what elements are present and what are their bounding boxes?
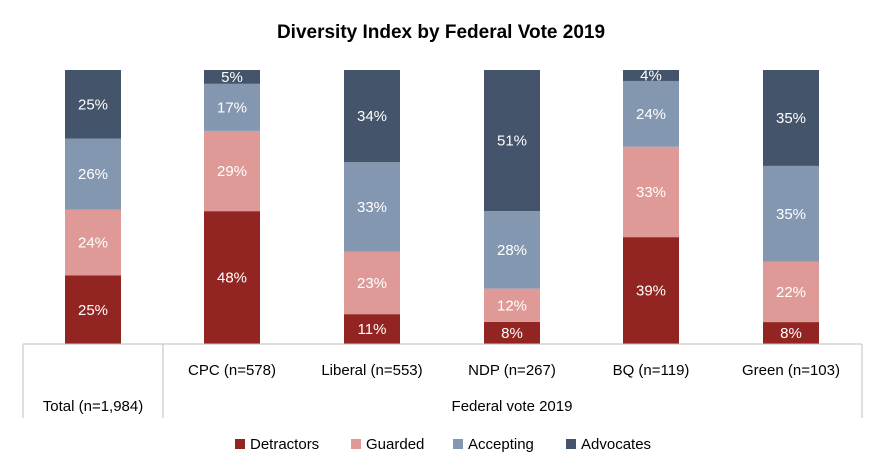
bar-advocates-0 xyxy=(65,70,121,139)
bar-guarded-2 xyxy=(344,251,400,315)
legend-swatch-guarded xyxy=(351,439,361,449)
bar-advocates-1 xyxy=(204,70,260,84)
legend-label-accepting: Accepting xyxy=(468,436,534,453)
legend-label-advocates: Advocates xyxy=(581,436,651,453)
category-label-1: CPC (n=578) xyxy=(188,362,276,379)
bar-detractors-2 xyxy=(344,314,400,344)
category-label-2: Liberal (n=553) xyxy=(321,362,422,379)
data-label-guarded-3: 12% xyxy=(497,297,527,314)
bar-detractors-0 xyxy=(65,275,121,344)
data-label-advocates-1: 5% xyxy=(221,69,243,86)
data-label-guarded-2: 23% xyxy=(357,275,387,292)
data-label-detractors-2: 11% xyxy=(358,321,387,338)
data-label-advocates-5: 35% xyxy=(776,110,806,127)
data-label-advocates-4: 4% xyxy=(640,67,662,84)
bar-guarded-4 xyxy=(623,146,679,238)
legend: Detractors Guarded Accepting Advocates xyxy=(235,436,651,453)
data-label-guarded-0: 24% xyxy=(78,235,108,252)
data-label-accepting-0: 26% xyxy=(78,166,108,183)
legend-label-guarded: Guarded xyxy=(366,436,424,453)
bar-guarded-0 xyxy=(65,209,121,276)
bar-accepting-0 xyxy=(65,138,121,210)
data-label-accepting-3: 28% xyxy=(497,242,527,259)
bar-advocates-5 xyxy=(763,70,819,166)
data-label-advocates-0: 25% xyxy=(78,96,108,113)
bar-advocates-2 xyxy=(344,70,400,163)
bar-accepting-5 xyxy=(763,165,819,262)
category-label-5: Green (n=103) xyxy=(742,362,840,379)
bars-area: 25% 24% 26% 25% 48% 29% 17% 5% 11% 23% 33% 34% 8% 12%… xyxy=(65,67,819,344)
data-label-accepting-4: 24% xyxy=(636,106,666,123)
data-label-advocates-3: 51% xyxy=(497,133,527,150)
data-label-detractors-5: 8% xyxy=(780,325,802,342)
category-axis: Total (n=1,984) CPC (n=578) Liberal (n=553… xyxy=(22,343,863,418)
bar-advocates-4 xyxy=(623,70,679,81)
bar-detractors-4 xyxy=(623,237,679,344)
bar-detractors-3 xyxy=(484,321,540,344)
bar-guarded-5 xyxy=(763,261,819,323)
group-label: Federal vote 2019 xyxy=(452,398,573,415)
legend-label-detractors: Detractors xyxy=(250,436,319,453)
category-label-4: BQ (n=119) xyxy=(613,362,690,379)
category-label-3: NDP (n=267) xyxy=(468,362,556,379)
bar-guarded-1 xyxy=(204,130,260,212)
data-label-detractors-1: 48% xyxy=(217,270,247,287)
legend-swatch-advocates xyxy=(566,439,576,449)
bar-accepting-2 xyxy=(344,162,400,252)
data-label-detractors-0: 25% xyxy=(78,302,108,319)
data-label-guarded-5: 22% xyxy=(776,284,806,301)
legend-swatch-detractors xyxy=(235,439,245,449)
data-label-guarded-4: 33% xyxy=(636,184,666,201)
bar-guarded-3 xyxy=(484,288,540,322)
bar-advocates-3 xyxy=(484,70,540,212)
data-label-detractors-3: 8% xyxy=(501,325,523,342)
data-label-detractors-4: 39% xyxy=(636,283,666,300)
chart-title: Diversity Index by Federal Vote 2019 xyxy=(277,22,605,43)
legend-swatch-accepting xyxy=(453,439,463,449)
data-label-advocates-2: 34% xyxy=(357,108,387,125)
category-label-0: Total (n=1,984) xyxy=(43,398,143,415)
data-label-accepting-1: 17% xyxy=(217,99,247,116)
bar-accepting-4 xyxy=(623,80,679,147)
bar-detractors-1 xyxy=(204,211,260,344)
data-label-accepting-5: 35% xyxy=(776,206,806,223)
bar-detractors-5 xyxy=(763,322,819,344)
bar-accepting-1 xyxy=(204,83,260,131)
data-label-accepting-2: 33% xyxy=(357,199,387,216)
data-label-guarded-1: 29% xyxy=(217,163,247,180)
bar-accepting-3 xyxy=(484,211,540,289)
